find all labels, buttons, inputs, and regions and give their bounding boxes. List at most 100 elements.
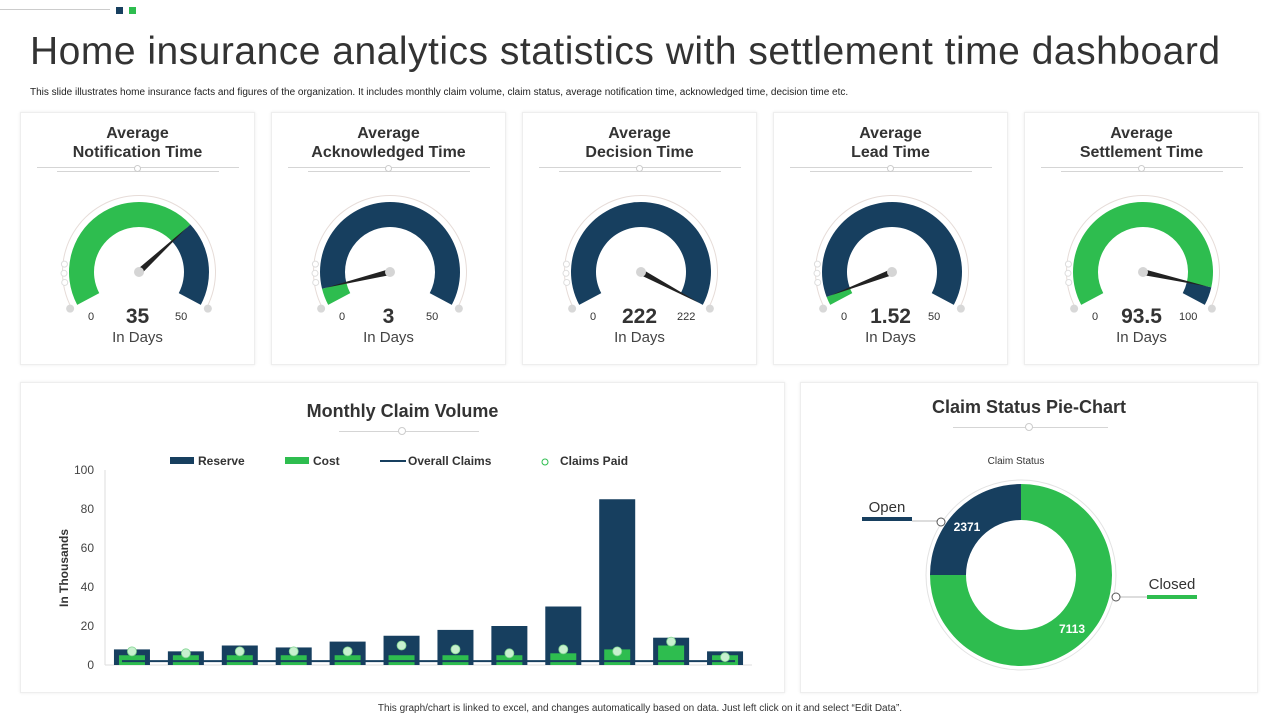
gauge-card: Average Notification Time 0 50 35 In Days (20, 112, 255, 365)
slice-open-value: 2371 (954, 520, 981, 534)
y-tick-label: 100 (74, 463, 94, 477)
footer-note: This graph/chart is linked to excel, and… (377, 703, 903, 714)
gauge-min: 0 (339, 311, 346, 323)
gauge-end-dot (66, 304, 75, 313)
accent-square-dark (116, 7, 123, 14)
divider-dot (887, 165, 894, 172)
accent-square-green (129, 7, 136, 14)
legend-label: Overall Claims (408, 454, 492, 468)
gauge-decor-dot (61, 278, 69, 286)
gauge-min: 0 (1092, 311, 1099, 323)
gauge-value: 222 (621, 305, 658, 328)
y-tick-label: 40 (81, 580, 95, 594)
cost-bar (550, 653, 577, 665)
gauge-card: Average Acknowledged Time 0 50 3 In Days (271, 112, 506, 365)
gauge-value-arc (69, 202, 191, 305)
gauge-hub (636, 267, 646, 277)
gauge-decor-dot (814, 278, 822, 286)
gauge-max: 50 (175, 311, 188, 323)
gauge-card: Average Decision Time 0 222 222 In Days (522, 112, 757, 365)
gauge-rest-arc (320, 202, 460, 305)
gauge-decor-dot (813, 260, 821, 268)
gauge-hub (1138, 267, 1148, 277)
gauge-value: 93.5 (1121, 305, 1162, 328)
gauge-card: Average Settlement Time 0 100 93.5 In Day… (1024, 112, 1259, 365)
y-tick-label: 0 (87, 658, 94, 672)
gauge-title-line1: Average (106, 125, 169, 142)
gauge-decor-dot (1064, 269, 1072, 277)
gauge-unit: In Days (865, 329, 916, 346)
gauge-decor-dot (1064, 260, 1072, 268)
gauge-dial (813, 195, 969, 313)
closed-label-bar (1147, 595, 1197, 599)
y-tick-label: 20 (81, 619, 95, 633)
gauge-end-dot (1070, 304, 1079, 313)
gauge-end-dot (956, 304, 965, 313)
claims-paid-marker (127, 646, 137, 657)
gauge-end-dot (819, 304, 828, 313)
gauge-title-line1: Average (859, 125, 922, 142)
gauge-title-line2: Decision Time (585, 144, 694, 161)
gauge-end-dot (1207, 304, 1216, 313)
divider-dot (134, 165, 141, 172)
legend-cost-swatch (285, 457, 309, 464)
gauge-card: Average Lead Time 0 50 1.52 In Days (773, 112, 1008, 365)
claims-paid-marker (288, 646, 299, 657)
divider-dot (385, 165, 392, 172)
y-axis-label: In Thousands (57, 529, 71, 607)
open-leader-dot (936, 517, 946, 527)
gauge-decor-dot (562, 269, 570, 277)
gauge-title-line2: Settlement Time (1079, 144, 1204, 161)
gauge-title: Average Acknowledged Time (272, 124, 505, 162)
claims-paid-marker (720, 652, 730, 663)
gauge-dial (562, 195, 718, 313)
gauge-end-dot (568, 304, 577, 313)
claims-paid-marker (558, 644, 569, 655)
gauge-decor-dot (562, 260, 570, 268)
gauge-needle (1142, 269, 1208, 287)
gauge-end-dot (705, 304, 714, 313)
gauge-end-dot (317, 304, 326, 313)
claims-paid-marker (666, 636, 677, 647)
gauge-end-dot (203, 304, 212, 313)
gauge-min: 0 (88, 311, 95, 323)
slice-closed (930, 484, 1112, 666)
gauge-title-line2: Acknowledged Time (311, 144, 466, 161)
legend-label: Reserve (198, 454, 245, 468)
gauge-dial (60, 195, 217, 313)
gauge-title-line1: Average (1110, 125, 1173, 142)
reserve-bar (599, 499, 636, 665)
gauge-dial (311, 195, 467, 313)
gauge-min: 0 (841, 311, 848, 323)
gauge-hub (887, 267, 897, 277)
gauge-title-line2: Notification Time (72, 144, 203, 161)
bar-chart-title: Monthly Claim Volume (306, 401, 499, 421)
gauge-unit: In Days (363, 329, 414, 346)
open-label-bar (862, 517, 912, 521)
gauge-end-dot (454, 304, 463, 313)
gauge-title-line1: Average (357, 125, 420, 142)
top-rule (0, 9, 110, 10)
divider-dot (398, 427, 406, 435)
gauge-decor-dot (60, 269, 68, 277)
gauge-title: Average Decision Time (523, 124, 756, 162)
gauge-value: 35 (125, 305, 150, 328)
gauge-max: 50 (928, 311, 941, 323)
gauge-decor-dot (1065, 278, 1073, 286)
claims-paid-marker (396, 640, 407, 651)
gauge-title-line1: Average (608, 125, 671, 142)
gauge-max: 100 (1179, 311, 1198, 323)
gauge-title: Average Lead Time (774, 124, 1007, 162)
gauge-value-arc (322, 282, 351, 305)
gauge-decor-dot (563, 278, 571, 286)
gauge-unit: In Days (1116, 329, 1167, 346)
gauge-rest-arc (172, 224, 209, 305)
gauge-value: 1.52 (870, 305, 911, 328)
title-divider (339, 431, 479, 432)
donut-outer-ring (925, 479, 1117, 671)
legend-reserve-swatch (170, 457, 194, 464)
closed-label: Closed (1149, 576, 1196, 593)
claims-paid-marker (180, 648, 191, 659)
gauge-needle (325, 269, 391, 288)
